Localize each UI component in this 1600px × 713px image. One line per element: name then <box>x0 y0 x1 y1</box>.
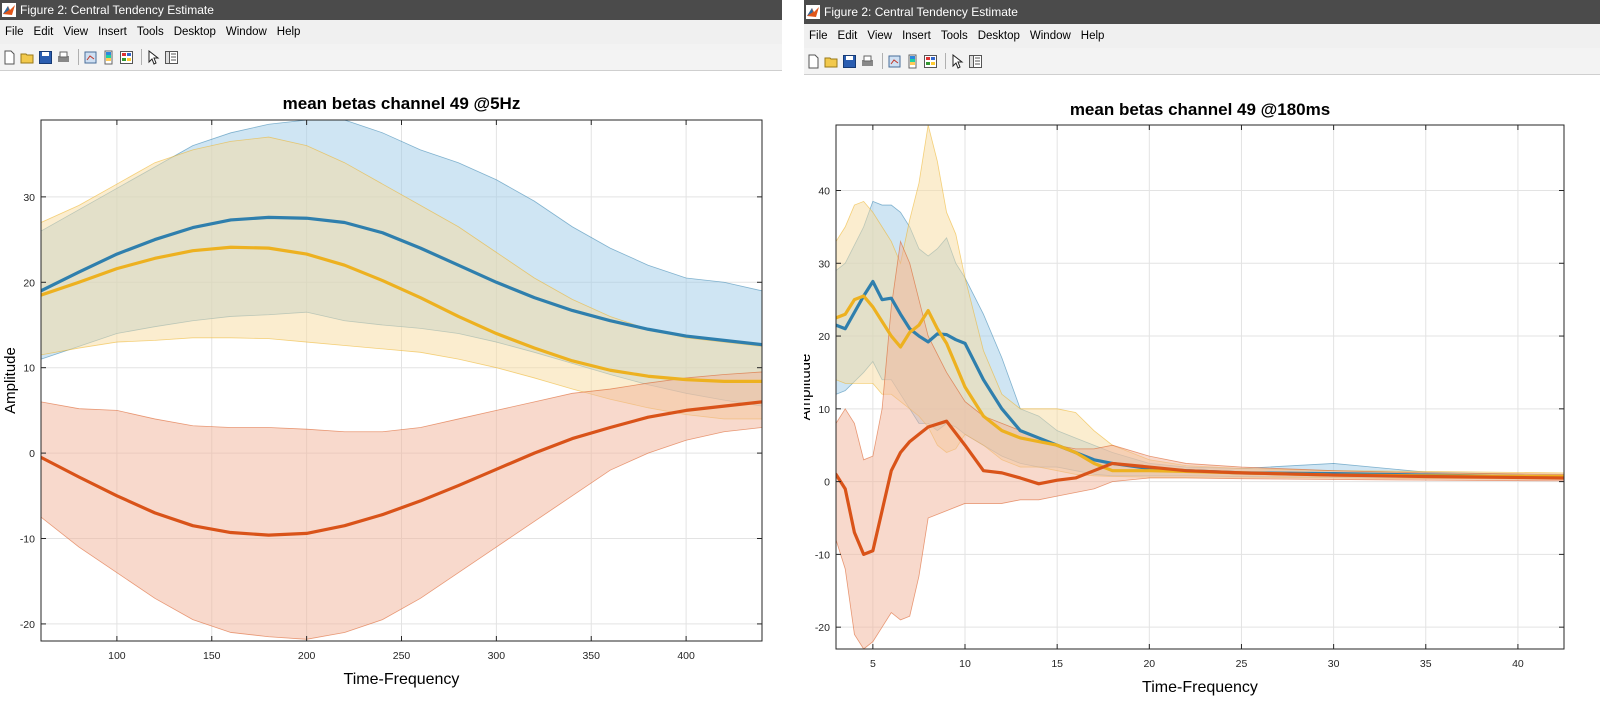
open-file-icon[interactable] <box>20 50 35 65</box>
menu-view[interactable]: View <box>867 30 893 42</box>
axes-box <box>835 124 1565 650</box>
y-tick-label: 40 <box>818 186 830 198</box>
window-title: Figure 2: Central Tendency Estimate <box>20 3 214 17</box>
matlab-logo-icon <box>2 3 16 17</box>
insert-colorbar-icon[interactable] <box>101 50 116 65</box>
chart-title: mean betas channel 49 @5Hz <box>283 94 521 113</box>
edit-plot-icon[interactable] <box>146 49 161 65</box>
series-group <box>41 120 762 640</box>
window-gap <box>782 0 804 713</box>
menu-view[interactable]: View <box>63 26 89 38</box>
menu-window[interactable]: Window <box>225 26 267 38</box>
y-tick-label: 10 <box>818 404 830 416</box>
y-tick-label: -20 <box>815 622 830 634</box>
matlab-logo-icon <box>806 5 820 19</box>
insert-colorbar-icon[interactable] <box>905 54 920 69</box>
menu-tools[interactable]: Tools <box>940 30 968 42</box>
y-tick-label: 0 <box>29 448 35 460</box>
x-axis-label: Time-Frequency <box>344 671 460 688</box>
y-tick-label: 30 <box>818 258 830 270</box>
y-axis-label: Amplitude <box>804 354 814 421</box>
menu-edit[interactable]: Edit <box>33 26 54 38</box>
y-axis-label: Amplitude <box>2 347 19 414</box>
print-icon[interactable] <box>56 50 71 65</box>
x-tick-label: 30 <box>1328 658 1340 670</box>
mean-line-blue <box>41 215 762 347</box>
x-tick-label: 40 <box>1512 658 1524 670</box>
menu-help[interactable]: Help <box>276 26 301 38</box>
chart-left: 100 150 200 250 300 350 400 -20 -10 0 10 20 30 mean b… <box>2 94 763 688</box>
confidence-band-red <box>836 239 1564 649</box>
x-tick-label: 25 <box>1236 658 1248 670</box>
menu-window[interactable]: Window <box>1029 30 1071 42</box>
new-figure-icon[interactable] <box>806 54 821 69</box>
x-tick-label: 200 <box>298 650 316 662</box>
edit-plot-icon[interactable] <box>950 53 965 69</box>
y-tick-label: 20 <box>818 331 830 343</box>
chart-right: 5 10 15 20 25 30 35 40 -20 -10 0 10 20 30 40 mean betas… <box>804 100 1565 696</box>
figure-window-left: Figure 2: Central Tendency Estimate File… <box>0 0 782 713</box>
menu-tools[interactable]: Tools <box>136 26 164 38</box>
insert-legend-icon[interactable] <box>923 54 938 69</box>
menubar: File Edit View Insert Tools Desktop Wind… <box>0 20 782 44</box>
chart-title: mean betas channel 49 @180ms <box>1070 100 1330 119</box>
figure-toolbar <box>804 48 1600 75</box>
series-group <box>836 125 1564 649</box>
y-tick-label: 0 <box>824 477 830 489</box>
menu-desktop[interactable]: Desktop <box>977 30 1020 42</box>
window-title: Figure 2: Central Tendency Estimate <box>824 5 1018 19</box>
menu-insert[interactable]: Insert <box>902 30 931 42</box>
mean-line-red <box>41 400 762 537</box>
menu-help[interactable]: Help <box>1080 30 1105 42</box>
link-plot-icon[interactable] <box>83 50 98 65</box>
y-tick-label: 10 <box>23 363 35 375</box>
x-tick-label: 20 <box>1143 658 1155 670</box>
x-tick-label: 100 <box>108 650 126 662</box>
window-titlebar[interactable]: Figure 2: Central Tendency Estimate <box>804 0 1600 24</box>
x-tick-label: 5 <box>870 658 876 670</box>
property-inspector-icon[interactable] <box>968 54 983 69</box>
open-file-icon[interactable] <box>824 54 839 69</box>
menu-file[interactable]: File <box>809 30 828 42</box>
y-tick-label: 20 <box>23 277 35 289</box>
y-tick-label: -10 <box>815 549 830 561</box>
menubar: File Edit View Insert Tools Desktop Wind… <box>804 24 1600 48</box>
figure-toolbar <box>0 44 782 71</box>
x-axis-label: Time-Frequency <box>1142 679 1258 696</box>
menu-edit[interactable]: Edit <box>837 30 858 42</box>
x-tick-label: 10 <box>959 658 971 670</box>
toolbar-separator <box>945 53 946 69</box>
menu-file[interactable]: File <box>5 26 24 38</box>
print-icon[interactable] <box>860 54 875 69</box>
insert-legend-icon[interactable] <box>119 50 134 65</box>
x-tick-label: 15 <box>1051 658 1063 670</box>
figure-window-right: Figure 2: Central Tendency Estimate File… <box>804 0 1600 713</box>
x-tick-label: 400 <box>677 650 695 662</box>
confidence-band-red <box>41 371 762 640</box>
y-tick-label: 30 <box>23 192 35 204</box>
toolbar-separator <box>141 49 142 65</box>
toolbar-separator <box>78 49 79 65</box>
confidence-band-yellow <box>41 136 762 420</box>
save-icon[interactable] <box>38 50 53 65</box>
mean-line-yellow <box>41 245 762 383</box>
mean-line-yellow <box>836 294 1564 479</box>
new-figure-icon[interactable] <box>2 50 17 65</box>
x-tick-label: 150 <box>203 650 221 662</box>
window-titlebar[interactable]: Figure 2: Central Tendency Estimate <box>0 0 782 20</box>
y-tick-label: -10 <box>20 534 35 546</box>
menu-insert[interactable]: Insert <box>98 26 127 38</box>
x-tick-label: 300 <box>488 650 506 662</box>
link-plot-icon[interactable] <box>887 54 902 69</box>
toolbar-separator <box>882 53 883 69</box>
x-tick-label: 350 <box>582 650 600 662</box>
y-tick-label: -20 <box>20 619 35 631</box>
save-icon[interactable] <box>842 54 857 69</box>
property-inspector-icon[interactable] <box>164 50 179 65</box>
x-tick-label: 35 <box>1420 658 1432 670</box>
x-tick-label: 250 <box>393 650 411 662</box>
menu-desktop[interactable]: Desktop <box>173 26 216 38</box>
mean-line-red <box>836 419 1564 556</box>
